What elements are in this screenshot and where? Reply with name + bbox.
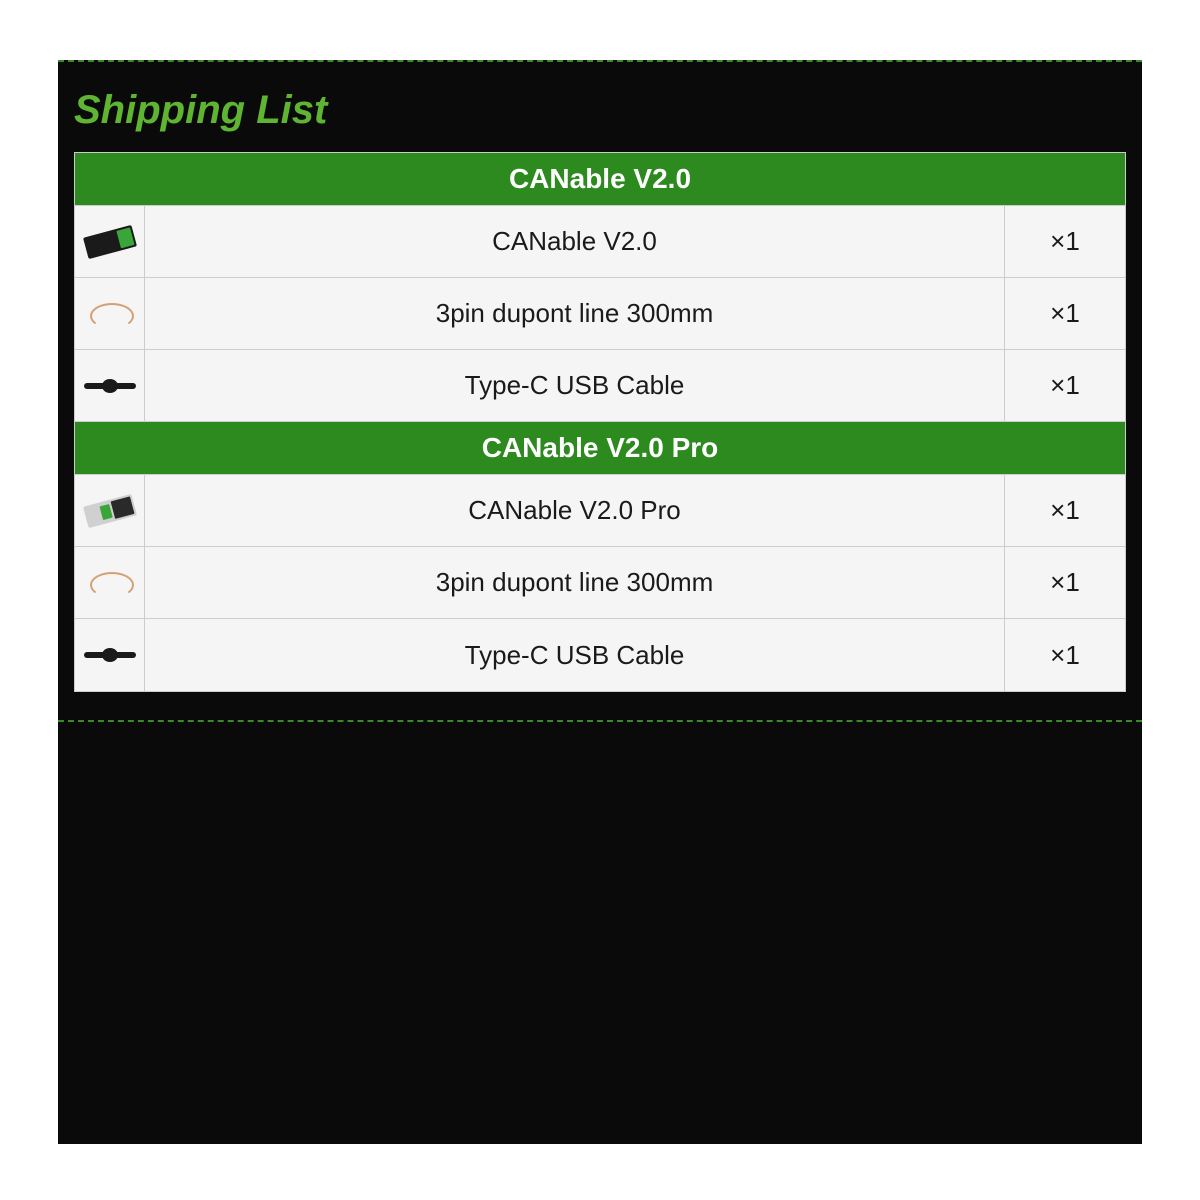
item-icon-cell <box>75 619 145 691</box>
table-row: Type-C USB Cable ×1 <box>75 350 1125 422</box>
item-name: 3pin dupont line 300mm <box>145 547 1005 618</box>
dupont-wire-icon <box>86 568 134 598</box>
dupont-wire-icon <box>86 299 134 329</box>
usb-cable-icon <box>84 646 136 664</box>
shipping-table: CANable V2.0 CANable V2.0 ×1 3pin dupont… <box>74 152 1126 692</box>
table-row: CANable V2.0 Pro ×1 <box>75 475 1125 547</box>
item-qty: ×1 <box>1005 278 1125 349</box>
divider-top <box>58 60 1142 62</box>
page-title: Shipping List <box>74 88 327 133</box>
table-row: 3pin dupont line 300mm ×1 <box>75 278 1125 350</box>
board-pro-icon <box>83 493 137 527</box>
item-icon-cell <box>75 206 145 277</box>
item-qty: ×1 <box>1005 350 1125 421</box>
usb-cable-icon <box>84 377 136 395</box>
item-name: Type-C USB Cable <box>145 619 1005 691</box>
item-name: 3pin dupont line 300mm <box>145 278 1005 349</box>
divider-bottom <box>58 720 1142 722</box>
table-row: Type-C USB Cable ×1 <box>75 619 1125 691</box>
board-icon <box>83 224 137 258</box>
table-row: 3pin dupont line 300mm ×1 <box>75 547 1125 619</box>
shipping-list-panel: Shipping List CANable V2.0 CANable V2.0 … <box>58 60 1142 1144</box>
item-qty: ×1 <box>1005 206 1125 277</box>
item-name: CANable V2.0 <box>145 206 1005 277</box>
item-qty: ×1 <box>1005 547 1125 618</box>
item-icon-cell <box>75 547 145 618</box>
section-header-1: CANable V2.0 <box>75 153 1125 206</box>
item-qty: ×1 <box>1005 619 1125 691</box>
item-icon-cell <box>75 350 145 421</box>
table-row: CANable V2.0 ×1 <box>75 206 1125 278</box>
item-icon-cell <box>75 278 145 349</box>
section-header-2: CANable V2.0 Pro <box>75 422 1125 475</box>
item-qty: ×1 <box>1005 475 1125 546</box>
item-icon-cell <box>75 475 145 546</box>
item-name: CANable V2.0 Pro <box>145 475 1005 546</box>
item-name: Type-C USB Cable <box>145 350 1005 421</box>
